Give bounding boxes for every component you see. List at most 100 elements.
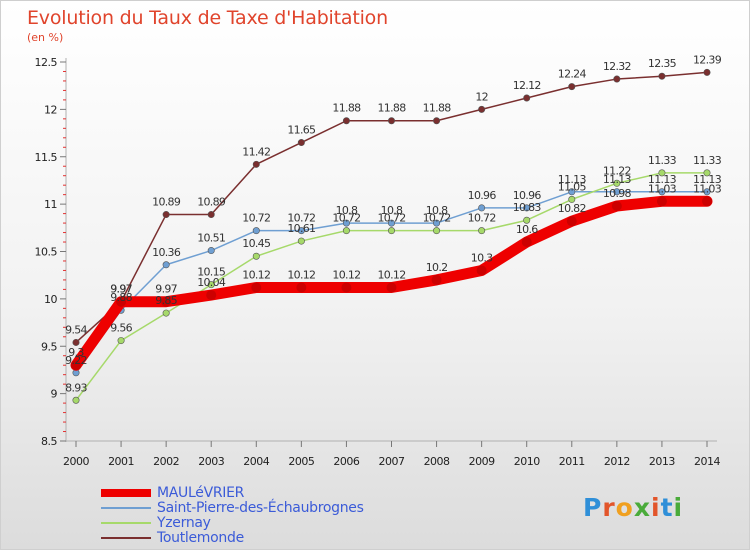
- data-point: [613, 188, 621, 196]
- data-label: 11.88: [378, 102, 407, 115]
- data-point: [433, 219, 441, 227]
- data-point: [207, 281, 215, 289]
- legend-swatch-maulevrier: [101, 488, 151, 497]
- legend-label-toutlemonde: Toutlemonde: [157, 529, 244, 546]
- data-label: 10.72: [378, 212, 406, 225]
- data-point: [117, 337, 125, 345]
- x-tick-label: 2011: [559, 455, 585, 468]
- data-label: 9.97: [110, 283, 132, 296]
- data-point: [207, 211, 215, 219]
- data-label: 10.51: [197, 232, 225, 245]
- proxiti-logo: Proxiti: [583, 493, 683, 522]
- legend-swatch-saint-pierre: [101, 506, 151, 509]
- data-label: 10.45: [242, 237, 271, 250]
- data-label: 10.82: [558, 202, 586, 215]
- y-tick-label: 10: [44, 293, 57, 306]
- data-point: [431, 274, 442, 285]
- data-point: [523, 204, 531, 212]
- data-label: 10.8: [336, 204, 358, 217]
- data-label: 11.13: [558, 173, 587, 186]
- data-point: [656, 196, 667, 207]
- data-point: [72, 338, 80, 346]
- x-tick-label: 2008: [424, 455, 450, 468]
- x-tick-label: 2004: [243, 455, 269, 468]
- data-point: [342, 219, 350, 227]
- data-point: [296, 282, 307, 293]
- chart-subtitle: (en %): [27, 31, 64, 44]
- x-tick-label: 2003: [198, 455, 224, 468]
- data-label: 11.33: [693, 154, 722, 167]
- chart-title: Evolution du Taux de Taxe d'Habitation: [27, 7, 388, 29]
- data-label: 10.04: [197, 276, 226, 289]
- data-point: [252, 160, 260, 168]
- logo-letter: i: [673, 493, 684, 522]
- legend-swatch-yzernay: [101, 521, 151, 524]
- data-label: 8.93: [65, 381, 87, 394]
- data-label: 10.96: [513, 189, 542, 202]
- y-tick-label: 12: [44, 103, 57, 116]
- x-tick-label: 2006: [333, 455, 359, 468]
- legend-label-maulevrier: MAULéVRIER: [157, 484, 245, 501]
- data-point: [476, 265, 487, 276]
- data-label: 10.83: [513, 201, 542, 214]
- y-tick-label: 11: [44, 198, 57, 211]
- data-label: 10.2: [426, 261, 448, 274]
- data-point: [162, 261, 170, 269]
- legend-label-yzernay: Yzernay: [157, 514, 211, 531]
- data-point: [658, 188, 666, 196]
- logo-letter: i: [651, 493, 661, 522]
- data-label: 10.36: [152, 246, 181, 259]
- y-tick-label: 12.5: [35, 56, 58, 69]
- data-label: 10.96: [468, 189, 497, 202]
- data-point: [702, 196, 712, 207]
- data-label: 9.97: [155, 283, 177, 296]
- data-point: [342, 227, 350, 235]
- data-point: [252, 252, 260, 260]
- data-label: 9.97: [110, 283, 132, 296]
- legend-label-saint-pierre: Saint-Pierre-des-Échaubrognes: [157, 499, 364, 516]
- data-label: 11.13: [648, 173, 677, 186]
- data-point: [703, 169, 711, 177]
- y-tick-label: 9.5: [41, 340, 57, 353]
- data-point: [387, 227, 395, 235]
- data-point: [341, 282, 352, 293]
- x-tick-label: 2010: [514, 455, 540, 468]
- x-tick-label: 2012: [604, 455, 630, 468]
- data-point: [658, 169, 666, 177]
- data-point: [703, 68, 711, 76]
- data-point: [162, 211, 170, 219]
- data-point: [207, 247, 215, 255]
- data-label: 10.61: [287, 222, 315, 235]
- data-point: [161, 296, 172, 307]
- data-point: [566, 216, 577, 227]
- data-point: [523, 94, 531, 102]
- data-point: [297, 237, 305, 245]
- data-point: [611, 201, 622, 212]
- data-point: [297, 227, 305, 235]
- data-label: 10.72: [468, 212, 496, 225]
- data-label: 11.42: [242, 145, 270, 158]
- data-label: 11.03: [648, 182, 677, 195]
- data-label: 9.56: [110, 322, 132, 335]
- data-point: [162, 309, 170, 317]
- data-label: 11.88: [332, 102, 361, 115]
- data-point: [251, 282, 262, 293]
- data-point: [71, 360, 81, 371]
- x-tick-label: 2013: [649, 455, 675, 468]
- data-label: 10.12: [287, 269, 315, 282]
- data-point: [521, 237, 532, 248]
- data-label: 9.85: [155, 294, 177, 307]
- data-point: [613, 75, 621, 83]
- data-label: 10.72: [423, 212, 451, 225]
- data-label: 10.89: [152, 196, 181, 209]
- x-tick-label: 2009: [469, 455, 495, 468]
- data-label: 10.12: [378, 269, 406, 282]
- logo-letter: t: [660, 493, 674, 522]
- logo-letter: x: [633, 493, 651, 522]
- data-label: 9.88: [110, 291, 132, 304]
- data-label: 10.8: [426, 204, 448, 217]
- data-label: 9.3: [68, 346, 84, 359]
- legend-item-toutlemonde: Toutlemonde: [101, 529, 364, 546]
